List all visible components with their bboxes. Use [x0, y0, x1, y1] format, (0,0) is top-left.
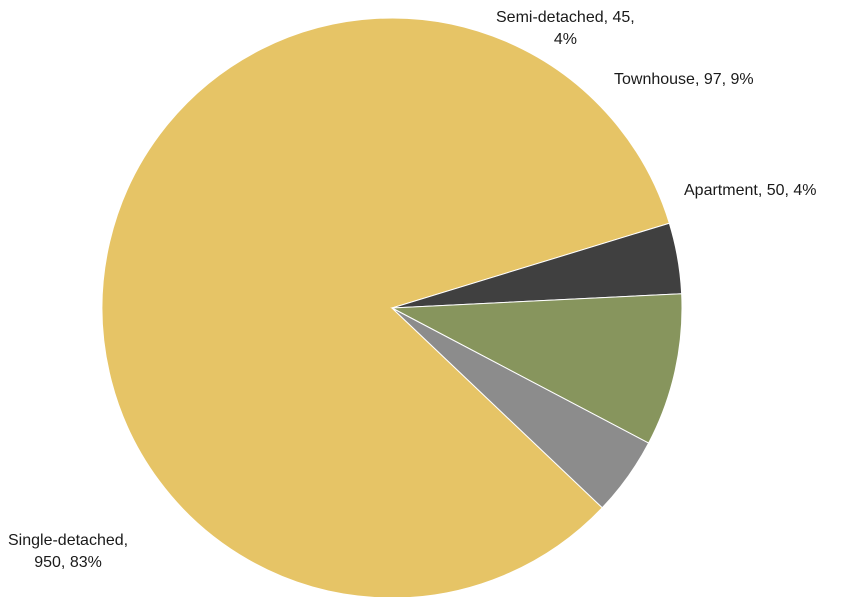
data-label-semi-detached-line-1: Semi-detached, 45, — [496, 9, 635, 26]
data-label-apartment-line-1: Apartment, 50, 4% — [684, 182, 817, 199]
data-label-townhouse-line-1: Townhouse, 97, 9% — [614, 71, 754, 88]
data-label-semi-detached-line-2: 4% — [553, 31, 577, 48]
pie-slice-single-detached — [101, 17, 670, 597]
data-label-apartment: Apartment, 50, 4% — [684, 180, 817, 202]
pie-slice-townhouse — [390, 293, 683, 444]
data-label-townhouse: Townhouse, 97, 9% — [614, 69, 754, 91]
data-label-single-detached-line-2: 950, 83% — [34, 554, 102, 571]
pie-slice-apartment — [391, 307, 650, 509]
data-label-single-detached-line-1: Single-detached, — [8, 532, 129, 549]
data-label-semi-detached: Semi-detached, 45, 4% — [496, 7, 635, 51]
data-label-single-detached: Single-detached, 950, 83% — [8, 530, 128, 574]
